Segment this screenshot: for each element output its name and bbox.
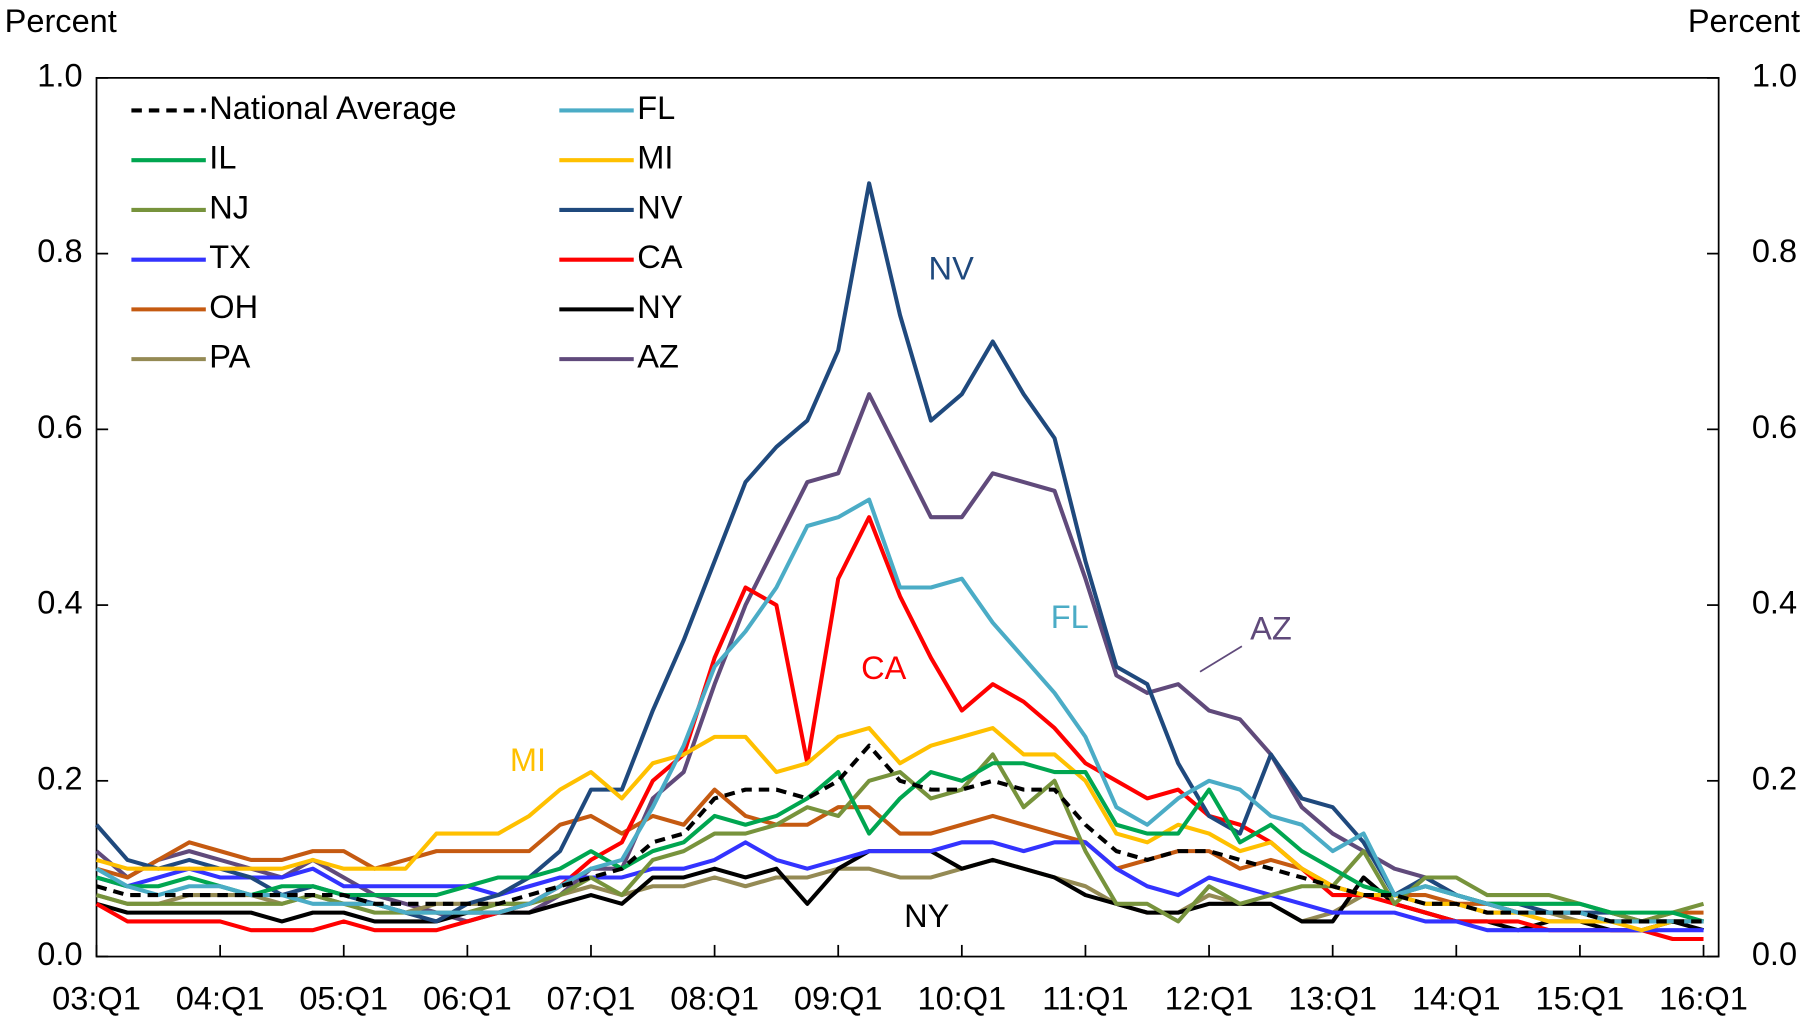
legend-label: TX xyxy=(209,239,251,275)
legend-label: PA xyxy=(209,339,250,375)
series-line xyxy=(95,743,1704,924)
y2-tick-label: 0.4 xyxy=(1752,585,1797,621)
x-tick-label: 04:Q1 xyxy=(176,980,265,1016)
x-tick-label: 03:Q1 xyxy=(52,980,141,1016)
x-tick-label: 06:Q1 xyxy=(423,980,512,1016)
x-tick-label: 05:Q1 xyxy=(299,980,388,1016)
legend-label: FL xyxy=(637,90,675,126)
legend-label: National Average xyxy=(209,90,456,126)
x-tick-label: 09:Q1 xyxy=(794,980,883,1016)
legend-label: CA xyxy=(637,239,683,275)
y-axis-label: Percent xyxy=(5,3,117,39)
x-tick-label: 14:Q1 xyxy=(1412,980,1501,1016)
legend-label: NJ xyxy=(209,190,249,226)
series-line xyxy=(95,787,1704,924)
y2-tick-label: 1.0 xyxy=(1752,57,1797,93)
annotation: MI xyxy=(510,742,546,778)
x-tick-label: 13:Q1 xyxy=(1288,980,1377,1016)
y2-tick-label: 0.0 xyxy=(1752,936,1797,972)
y2-axis-label: Percent xyxy=(1688,3,1800,39)
legend-label: AZ xyxy=(637,339,679,375)
y2-tick-label: 0.8 xyxy=(1752,233,1797,269)
series-line xyxy=(95,849,1705,933)
y2-tick-label: 0.2 xyxy=(1752,760,1797,796)
x-tick-label: 12:Q1 xyxy=(1165,980,1254,1016)
annotation: NV xyxy=(929,250,975,286)
y-tick-label: 0.8 xyxy=(37,233,82,269)
legend-label: NV xyxy=(637,190,683,226)
annotation: AZ xyxy=(1250,611,1292,647)
y-tick-label: 0.0 xyxy=(37,936,82,972)
x-tick-label: 15:Q1 xyxy=(1536,980,1625,1016)
x-tick-label: 08:Q1 xyxy=(670,980,759,1016)
series-line xyxy=(95,840,1704,933)
series-line xyxy=(95,515,1704,942)
legend-label: MI xyxy=(637,140,673,176)
y-tick-label: 0.4 xyxy=(37,585,82,621)
x-tick-label: 16:Q1 xyxy=(1659,980,1748,1016)
series-line xyxy=(95,497,1704,924)
x-tick-label: 10:Q1 xyxy=(917,980,1006,1016)
y-tick-label: 1.0 xyxy=(37,57,82,93)
annotation: CA xyxy=(861,650,907,686)
annotation: NY xyxy=(904,898,949,934)
y-tick-label: 0.2 xyxy=(37,760,82,796)
legend-label: NY xyxy=(637,289,682,325)
series-line xyxy=(94,181,1704,924)
series-line xyxy=(95,726,1704,933)
x-tick-label: 07:Q1 xyxy=(547,980,636,1016)
series-line xyxy=(95,752,1705,924)
y2-tick-label: 0.6 xyxy=(1752,409,1797,445)
annotation-leader xyxy=(1199,645,1243,673)
plot-frame xyxy=(95,77,1720,958)
legend-label: IL xyxy=(209,140,236,176)
x-tick-label: 11:Q1 xyxy=(1042,980,1128,1016)
annotation: FL xyxy=(1051,599,1089,635)
legend-label: OH xyxy=(209,289,258,325)
y-tick-label: 0.6 xyxy=(37,409,82,445)
